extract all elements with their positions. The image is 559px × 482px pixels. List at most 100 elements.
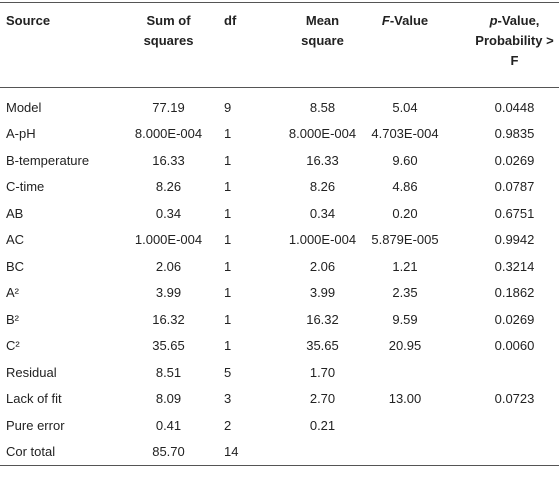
- cell: 4.703E-004: [371, 126, 439, 142]
- cell: 14: [224, 444, 239, 460]
- cell: 1.21: [392, 258, 418, 274]
- cell: 3.99: [155, 285, 182, 301]
- cell: 16.32: [306, 311, 339, 327]
- cell: 1: [224, 258, 232, 274]
- row-label: AB: [6, 205, 24, 221]
- table-row: Lack of fit 8.09 3 2.70 13.00 0.0723: [0, 386, 559, 413]
- table-row: Residual 8.51 5 1.70: [0, 359, 559, 386]
- cell: 8.09: [155, 391, 182, 407]
- table-row: C² 35.65 1 35.65 20.95 0.0060: [0, 333, 559, 360]
- row-label: Lack of fit: [6, 391, 62, 407]
- cell: 0.21: [309, 417, 336, 433]
- row-label: B-temperature: [6, 152, 90, 168]
- empty-cell: [360, 412, 450, 439]
- cell: 0.0269: [494, 311, 535, 327]
- column-header: df: [212, 2, 285, 88]
- empty-cell: [360, 439, 450, 466]
- cell: 2.70: [309, 391, 336, 407]
- table-row: C-time 8.26 1 8.26 4.86 0.0787: [0, 174, 559, 201]
- cell: 1: [224, 152, 232, 168]
- header-row: Source Sum of squares df Mean square F-Value…: [0, 2, 559, 88]
- row-label: AC: [6, 232, 25, 248]
- cell: 0.6751: [494, 205, 535, 221]
- cell: 0.0269: [494, 152, 535, 168]
- cell: 0.9835: [494, 126, 535, 142]
- cell: 35.65: [152, 338, 185, 354]
- row-label: Model: [6, 99, 42, 115]
- cell: 16.33: [152, 152, 185, 168]
- cell: 2.06: [309, 258, 336, 274]
- cell: 16.33: [306, 152, 339, 168]
- cell: 0.9942: [494, 232, 535, 248]
- cell: 3: [224, 391, 232, 407]
- cell: 35.65: [306, 338, 339, 354]
- column-header: Sum of squares: [125, 2, 212, 88]
- empty-cell: [450, 359, 559, 386]
- cell: 0.0448: [494, 99, 535, 115]
- cell: 0.34: [309, 205, 336, 221]
- cell: 1: [224, 232, 232, 248]
- cell: 20.95: [388, 338, 422, 354]
- row-label: A²: [6, 285, 19, 301]
- row-label: Cor total: [6, 444, 56, 460]
- cell: 77.19: [152, 99, 185, 115]
- cell: 1: [224, 179, 232, 195]
- cell: 1: [224, 285, 232, 301]
- cell: 0.34: [155, 205, 182, 221]
- cell: 13.00: [388, 391, 422, 407]
- table-header: Source Sum of squares df Mean square F-Value…: [0, 2, 559, 88]
- table-row: Model 77.19 9 8.58 5.04 0.0448: [0, 88, 559, 121]
- anova-table: Source Sum of squares df Mean square F-Value…: [0, 2, 559, 466]
- column-header: F-Value: [360, 2, 450, 88]
- column-header: Source: [0, 2, 125, 88]
- cell: 1.000E-004: [288, 232, 357, 248]
- row-label: C²: [6, 338, 20, 354]
- cell: 5: [224, 364, 232, 380]
- cell: 1.70: [309, 364, 336, 380]
- empty-cell: [285, 439, 360, 466]
- table-body: Model 77.19 9 8.58 5.04 0.0448 A-pH 8.000E-004 1…: [0, 88, 559, 466]
- cell: 8.26: [309, 179, 336, 195]
- cell: 9: [224, 99, 232, 115]
- table-row: B-temperature 16.33 1 16.33 9.60 0.0269: [0, 147, 559, 174]
- table-row: AC 1.000E-004 1 1.000E-004 5.879E-005 0.9942: [0, 227, 559, 254]
- column-header: Mean square: [285, 2, 360, 88]
- cell: 8.000E-004: [134, 126, 203, 142]
- cell: 16.32: [152, 311, 185, 327]
- cell: 85.70: [152, 444, 185, 460]
- cell: 5.879E-005: [371, 232, 439, 248]
- cell: 0.20: [392, 205, 418, 221]
- cell: 4.86: [392, 179, 418, 195]
- row-label: Pure error: [6, 417, 65, 433]
- row-label: C-time: [6, 179, 45, 195]
- table-row: A² 3.99 1 3.99 2.35 0.1862: [0, 280, 559, 307]
- row-label: B²: [6, 311, 19, 327]
- row-label: BC: [6, 258, 25, 274]
- table-row: Cor total 85.70 14: [0, 439, 559, 466]
- cell: 1: [224, 311, 232, 327]
- cell: 2.35: [392, 285, 418, 301]
- cell: 1: [224, 338, 232, 354]
- table-row: A-pH 8.000E-004 1 8.000E-004 4.703E-004 0.983…: [0, 121, 559, 148]
- cell: 8.51: [155, 364, 182, 380]
- cell: 0.41: [155, 417, 182, 433]
- cell: 1.000E-004: [134, 232, 203, 248]
- table-row: BC 2.06 1 2.06 1.21 0.3214: [0, 253, 559, 280]
- cell: 1: [224, 126, 232, 142]
- cell: 3.99: [309, 285, 336, 301]
- empty-cell: [360, 359, 450, 386]
- cell: 0.3214: [494, 258, 535, 274]
- cell: 2: [224, 417, 232, 433]
- column-header: p-Value, Probability > F: [450, 2, 559, 88]
- cell: 2.06: [155, 258, 182, 274]
- cell: 0.1862: [494, 285, 535, 301]
- cell: 8.26: [155, 179, 182, 195]
- row-label: Residual: [6, 364, 57, 380]
- empty-cell: [450, 412, 559, 439]
- cell: 9.59: [392, 311, 418, 327]
- cell: 8.58: [309, 99, 336, 115]
- table-row: Pure error 0.41 2 0.21: [0, 412, 559, 439]
- cell: 5.04: [392, 99, 418, 115]
- cell: 0.0723: [494, 391, 535, 407]
